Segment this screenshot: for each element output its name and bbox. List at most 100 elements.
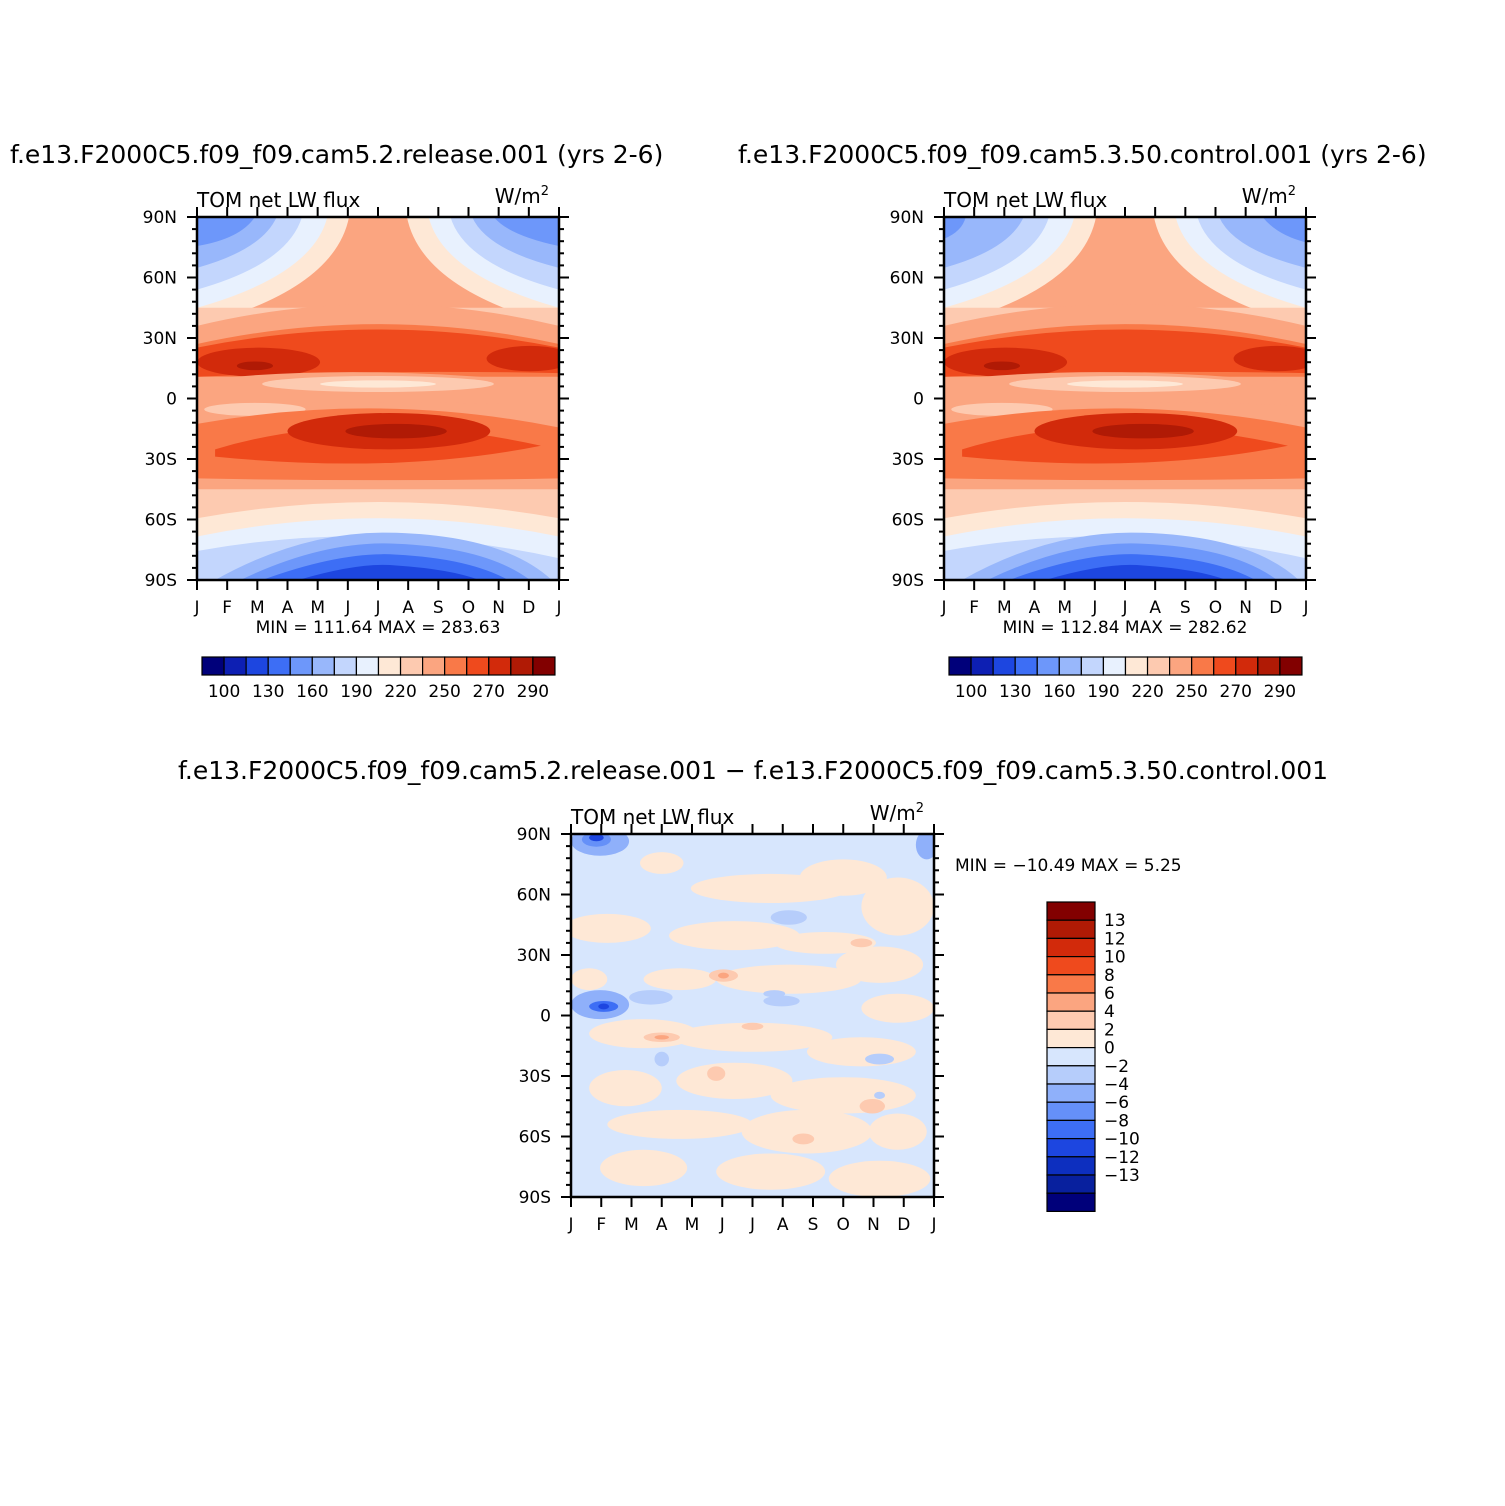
panel3-xtick-label: J <box>719 1215 725 1235</box>
panel1-title: f.e13.F2000C5.f09_f09.cam5.2.release.001… <box>10 140 663 169</box>
colorbar1-label: 290 <box>517 682 549 702</box>
colorbar1-swatch <box>201 656 225 676</box>
colorbar1-swatch <box>422 656 446 676</box>
nh-band-170-left <box>944 217 1024 268</box>
panel1-xtick-label: S <box>433 598 444 618</box>
panel1-stats: MIN = 111.64 MAX = 283.63 <box>256 618 501 638</box>
colorbar1-swatch <box>223 656 247 676</box>
itcz-band-220 <box>1067 380 1183 388</box>
colorbar2-label: 100 <box>955 682 987 702</box>
panel3-xtick-label: M <box>624 1215 639 1235</box>
panel3-units-sup: 2 <box>916 801 924 816</box>
colorbar2-label: 190 <box>1087 682 1119 702</box>
nh-core-right <box>1262 217 1306 243</box>
panel1-ytick-label: 60N <box>143 269 177 289</box>
nh-max-right <box>1233 345 1306 372</box>
colorbar1-swatch <box>333 656 358 676</box>
panel3-xtick-label: J <box>567 1215 573 1235</box>
diff-warm-core <box>859 1098 885 1114</box>
colorbar3-swatch <box>1046 992 1096 1012</box>
colorbar3-swatch <box>1046 901 1096 921</box>
colorbar3-label: −4 <box>1104 1075 1129 1095</box>
colorbar1-swatch <box>466 656 490 676</box>
panel1-xtick-label: J <box>555 598 561 618</box>
diff-warm-patch <box>741 1109 873 1154</box>
panel1-xtick-label: J <box>344 598 350 618</box>
diff-cool-patch <box>763 995 800 1007</box>
diff-cool-eq-core <box>598 1003 610 1010</box>
colorbar3-label: −12 <box>1104 1148 1140 1168</box>
colorbar1-label: 130 <box>252 682 284 702</box>
panel1-units: W/m2 <box>495 184 549 208</box>
colorbar3-swatch <box>1046 1010 1096 1031</box>
colorbar2-label: 250 <box>1175 682 1207 702</box>
colorbar2-swatch <box>1257 656 1281 676</box>
diff-warm-core <box>707 1066 726 1081</box>
colorbar1-swatch <box>311 656 335 676</box>
colorbar2-swatch <box>1235 656 1259 676</box>
colorbar2-swatch <box>1191 656 1215 676</box>
diff-warm-patch <box>639 852 684 874</box>
panel1-xtick-label: N <box>492 598 505 618</box>
panel2-ytick-label: 30N <box>890 329 924 349</box>
panel3-ytick-label: 90S <box>519 1188 551 1208</box>
colorbar3-swatch <box>1046 1083 1096 1103</box>
colorbar3-label: 13 <box>1104 911 1126 931</box>
colorbar2-label: 220 <box>1131 682 1163 702</box>
diff-warm-patch <box>861 877 934 936</box>
diff-warm-patch <box>643 968 717 991</box>
diff-warm-patch <box>861 993 934 1023</box>
colorbar1-swatch <box>355 656 380 676</box>
panel3-ytick-label: 0 <box>540 1007 551 1027</box>
panel3-ytick-label: 30N <box>517 946 551 966</box>
panel1-ytick-label: 60S <box>145 511 177 531</box>
diff-warm-patch <box>600 1149 688 1187</box>
diff-warm-patch <box>716 1153 826 1190</box>
colorbar3-label: −10 <box>1104 1130 1140 1150</box>
sp-core <box>298 564 480 580</box>
panel3-variable-label: TOM net LW flux <box>570 805 734 829</box>
panel3-contour-plot <box>571 834 934 1197</box>
panel2-ytick-label: 0 <box>913 390 924 410</box>
panel2-ytick-label: 60S <box>892 511 924 531</box>
colorbar2-swatch <box>1279 656 1303 676</box>
panel2-ytick-label: 90S <box>892 571 924 591</box>
itcz-band-220 <box>320 380 436 388</box>
colorbar3-swatch <box>1046 1156 1096 1176</box>
panel3-xtick-label: N <box>867 1215 880 1235</box>
colorbar3-swatch <box>1046 1101 1096 1121</box>
panel2-units-sup: 2 <box>1288 184 1296 199</box>
nh-max-right <box>486 345 559 372</box>
panel3-xtick-label: J <box>930 1215 936 1235</box>
panel1-xtick-label: A <box>402 598 414 618</box>
colorbar2-swatch <box>1124 656 1149 676</box>
colorbar2-swatch <box>1146 656 1171 676</box>
panel2-xtick-label: S <box>1180 598 1191 618</box>
diff-warm-patch <box>676 1062 793 1099</box>
panel2-ytick-label: 30S <box>892 450 924 470</box>
diff-warm-patch <box>607 1109 753 1139</box>
colorbar2-swatch <box>1102 656 1127 676</box>
panel3-xtick-label: O <box>837 1215 850 1235</box>
colorbar2-swatch <box>1168 656 1193 676</box>
panel3-title: f.e13.F2000C5.f09_f09.cam5.2.release.001… <box>178 756 1328 785</box>
colorbar1-swatch <box>267 656 291 676</box>
diff-warm-core <box>850 938 873 948</box>
panel3-xtick-label: S <box>808 1215 819 1235</box>
colorbar2-swatch <box>1014 656 1038 676</box>
colorbar3-label: 2 <box>1104 1020 1115 1040</box>
diff-warm-patch <box>716 964 862 994</box>
panel1-xtick-label: J <box>374 598 380 618</box>
panel2-stats: MIN = 112.84 MAX = 282.62 <box>1003 618 1248 638</box>
diff-warm-patch <box>672 1022 833 1052</box>
colorbar3-label: 8 <box>1104 966 1115 986</box>
colorbar-layer: 100 130 160 190 220 250 270 290 100 130 160 190 220 2… <box>201 656 1303 1212</box>
colorbar1-swatch <box>377 656 402 676</box>
colorbar2-swatch <box>1080 656 1105 676</box>
panel2-xtick-label: N <box>1239 598 1252 618</box>
colorbar1-label: 270 <box>473 682 505 702</box>
colorbar1-label: 190 <box>340 682 372 702</box>
panel1-xtick-label: D <box>522 598 535 618</box>
